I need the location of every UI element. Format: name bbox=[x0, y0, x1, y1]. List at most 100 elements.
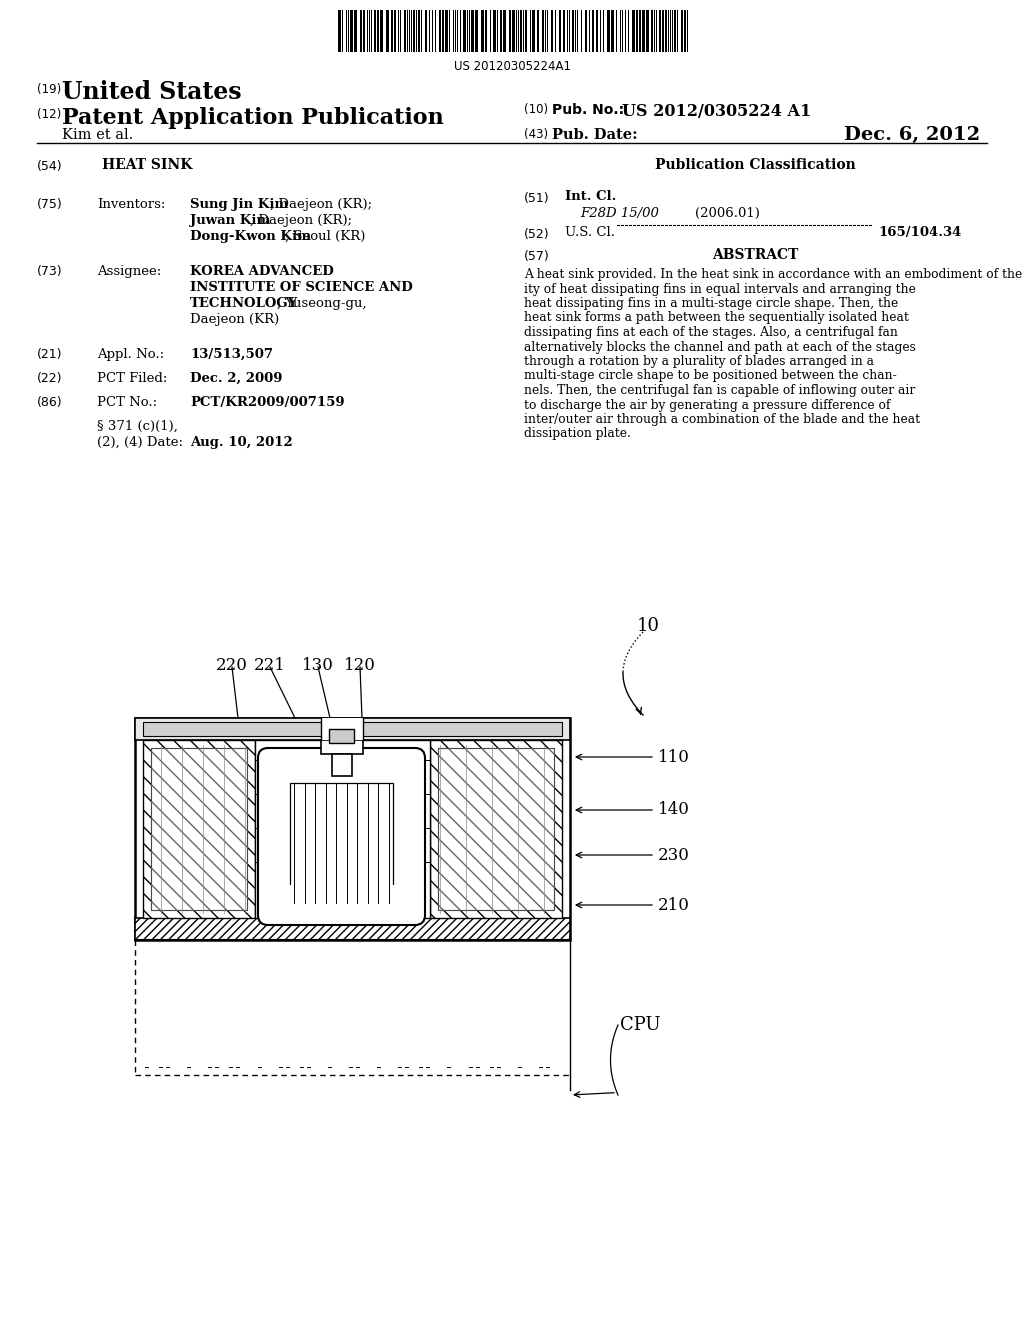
Text: to discharge the air by generating a pressure difference of: to discharge the air by generating a pre… bbox=[524, 399, 891, 412]
Bar bbox=[354, 11, 357, 51]
Bar bbox=[442, 11, 444, 51]
Bar bbox=[681, 11, 683, 51]
Bar bbox=[665, 11, 667, 51]
Text: (51): (51) bbox=[524, 191, 550, 205]
Bar bbox=[430, 741, 562, 917]
Text: dissipation plate.: dissipation plate. bbox=[524, 428, 631, 441]
Bar bbox=[646, 11, 649, 51]
Bar bbox=[493, 11, 496, 51]
Text: 10: 10 bbox=[637, 616, 660, 635]
Bar bbox=[542, 11, 544, 51]
Text: (52): (52) bbox=[524, 228, 550, 242]
Text: PCT/KR2009/007159: PCT/KR2009/007159 bbox=[190, 396, 345, 409]
Bar bbox=[632, 11, 635, 51]
Bar bbox=[485, 11, 487, 51]
Bar bbox=[360, 11, 362, 51]
Text: dissipating fins at each of the stages. Also, a centrifugal fan: dissipating fins at each of the stages. … bbox=[524, 326, 898, 339]
Text: (75): (75) bbox=[37, 198, 62, 211]
Text: 130: 130 bbox=[302, 657, 334, 675]
Bar bbox=[321, 718, 362, 741]
Bar bbox=[135, 917, 570, 940]
Bar bbox=[532, 11, 535, 51]
Text: 110: 110 bbox=[658, 748, 690, 766]
Bar bbox=[481, 11, 484, 51]
Bar bbox=[537, 11, 539, 51]
Bar bbox=[520, 11, 522, 51]
Text: Dec. 2, 2009: Dec. 2, 2009 bbox=[190, 372, 283, 385]
Text: alternatively blocks the channel and path at each of the stages: alternatively blocks the channel and pat… bbox=[524, 341, 915, 354]
Text: US 2012/0305224 A1: US 2012/0305224 A1 bbox=[622, 103, 811, 120]
Text: HEAT SINK: HEAT SINK bbox=[102, 158, 193, 172]
Text: Aug. 10, 2012: Aug. 10, 2012 bbox=[190, 436, 293, 449]
Bar bbox=[563, 11, 565, 51]
Text: Juwan Kim: Juwan Kim bbox=[190, 214, 270, 227]
Bar bbox=[386, 11, 389, 51]
Text: (12): (12) bbox=[37, 108, 61, 121]
Text: Assignee:: Assignee: bbox=[97, 265, 161, 279]
Bar bbox=[684, 11, 686, 51]
Text: (22): (22) bbox=[37, 372, 62, 385]
Text: Dong-Kwon Kim: Dong-Kwon Kim bbox=[190, 230, 311, 243]
Text: 230: 230 bbox=[658, 846, 690, 863]
Bar bbox=[438, 748, 554, 909]
Text: 220: 220 bbox=[216, 657, 248, 675]
Bar bbox=[280, 884, 403, 906]
Bar bbox=[413, 11, 415, 51]
Bar bbox=[607, 11, 610, 51]
Bar bbox=[636, 11, 638, 51]
Text: 140: 140 bbox=[658, 801, 690, 818]
Text: nels. Then, the centrifugal fan is capable of inflowing outer air: nels. Then, the centrifugal fan is capab… bbox=[524, 384, 915, 397]
Text: , Seoul (KR): , Seoul (KR) bbox=[285, 230, 366, 243]
Bar bbox=[439, 11, 441, 51]
Bar bbox=[391, 11, 393, 51]
Bar bbox=[503, 11, 506, 51]
Bar bbox=[438, 748, 554, 909]
Text: , Daejeon (KR);: , Daejeon (KR); bbox=[250, 214, 352, 227]
Text: Inventors:: Inventors: bbox=[97, 198, 165, 211]
Bar bbox=[475, 11, 478, 51]
Bar bbox=[585, 11, 587, 51]
Text: heat sink forms a path between the sequentially isolated heat: heat sink forms a path between the seque… bbox=[524, 312, 909, 325]
Bar bbox=[350, 11, 353, 51]
Text: Pub. Date:: Pub. Date: bbox=[552, 128, 638, 143]
Text: (19): (19) bbox=[37, 83, 61, 96]
Bar bbox=[512, 11, 515, 51]
Text: Daejeon (KR): Daejeon (KR) bbox=[190, 313, 280, 326]
Text: Appl. No.:: Appl. No.: bbox=[97, 348, 164, 360]
Bar bbox=[572, 11, 574, 51]
Text: ABSTRACT: ABSTRACT bbox=[713, 248, 799, 261]
Text: 120: 120 bbox=[344, 657, 376, 675]
Bar bbox=[592, 11, 594, 51]
Bar bbox=[255, 741, 430, 917]
Bar bbox=[430, 741, 562, 917]
Text: , Daejeon (KR);: , Daejeon (KR); bbox=[270, 198, 372, 211]
Text: Dec. 6, 2012: Dec. 6, 2012 bbox=[844, 125, 980, 144]
Text: heat dissipating fins in a multi-stage circle shape. Then, the: heat dissipating fins in a multi-stage c… bbox=[524, 297, 898, 310]
Text: ity of heat dissipating fins in equal intervals and arranging the: ity of heat dissipating fins in equal in… bbox=[524, 282, 915, 296]
Bar bbox=[377, 11, 379, 51]
Text: A heat sink provided. In the heat sink in accordance with an embodiment of the p: A heat sink provided. In the heat sink i… bbox=[524, 268, 1024, 281]
Bar bbox=[380, 11, 383, 51]
Bar bbox=[642, 11, 645, 51]
Bar bbox=[596, 11, 598, 51]
Bar bbox=[321, 741, 362, 754]
Text: Patent Application Publication: Patent Application Publication bbox=[62, 107, 443, 129]
Text: § 371 (c)(1),: § 371 (c)(1), bbox=[97, 420, 178, 433]
Bar bbox=[332, 754, 351, 776]
Text: through a rotation by a plurality of blades arranged in a: through a rotation by a plurality of bla… bbox=[524, 355, 874, 368]
Text: Pub. No.:: Pub. No.: bbox=[552, 103, 624, 117]
Bar bbox=[559, 11, 561, 51]
Text: 165/104.34: 165/104.34 bbox=[878, 226, 962, 239]
Bar bbox=[445, 11, 449, 51]
Bar bbox=[651, 11, 653, 51]
Bar bbox=[135, 718, 570, 940]
Text: (57): (57) bbox=[524, 249, 550, 263]
Text: (43): (43) bbox=[524, 128, 548, 141]
Text: 13/513,507: 13/513,507 bbox=[190, 348, 273, 360]
Bar bbox=[463, 11, 466, 51]
Text: Sung Jin Kim: Sung Jin Kim bbox=[190, 198, 289, 211]
Text: PCT Filed:: PCT Filed: bbox=[97, 372, 167, 385]
Text: inter/outer air through a combination of the blade and the heat: inter/outer air through a combination of… bbox=[524, 413, 921, 426]
Bar bbox=[151, 748, 247, 909]
Bar bbox=[143, 722, 562, 737]
